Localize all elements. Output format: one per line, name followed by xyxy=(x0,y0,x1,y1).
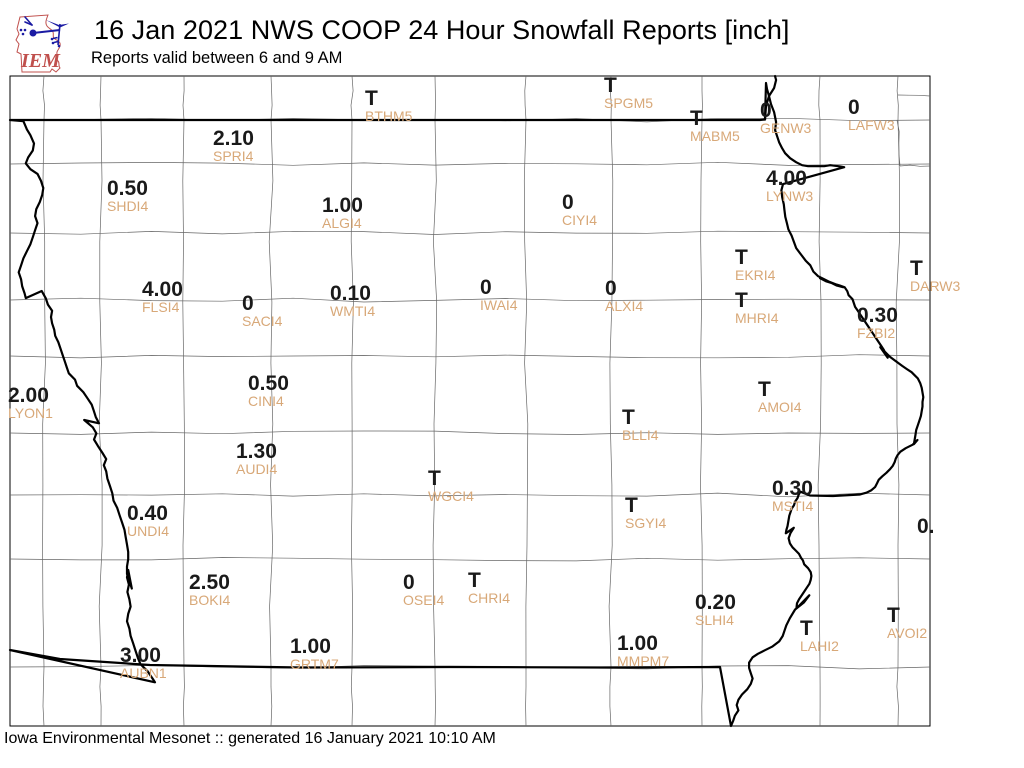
svg-text:2.50: 2.50 xyxy=(189,571,230,594)
svg-text:SLHI4: SLHI4 xyxy=(695,612,734,628)
svg-text:0.10: 0.10 xyxy=(330,282,371,305)
svg-text:0: 0 xyxy=(760,99,772,122)
svg-text:BLLI4: BLLI4 xyxy=(622,427,659,443)
svg-text:T: T xyxy=(468,569,481,592)
svg-text:MHRI4: MHRI4 xyxy=(735,310,779,326)
svg-text:1.30: 1.30 xyxy=(236,440,277,463)
svg-text:FZBI2: FZBI2 xyxy=(857,325,895,341)
svg-text:LAHI2: LAHI2 xyxy=(800,638,839,654)
svg-text:T: T xyxy=(625,494,638,517)
svg-text:ALGI4: ALGI4 xyxy=(322,215,362,231)
svg-text:0.30: 0.30 xyxy=(772,477,813,500)
svg-text:BTHM5: BTHM5 xyxy=(365,108,413,124)
svg-text:SGYI4: SGYI4 xyxy=(625,515,666,531)
svg-text:1.00: 1.00 xyxy=(322,194,363,217)
svg-text:AVOI2: AVOI2 xyxy=(887,625,927,641)
svg-text:0: 0 xyxy=(403,571,415,594)
svg-text:0: 0 xyxy=(480,276,492,299)
svg-text:0.50: 0.50 xyxy=(107,177,148,200)
svg-text:T: T xyxy=(800,617,813,640)
svg-text:T: T xyxy=(604,74,617,97)
svg-text:0.50: 0.50 xyxy=(248,372,289,395)
svg-text:OSEI4: OSEI4 xyxy=(403,592,444,608)
svg-text:0: 0 xyxy=(605,277,617,300)
svg-text:WMTI4: WMTI4 xyxy=(330,303,375,319)
svg-text:DARW3: DARW3 xyxy=(910,278,961,294)
svg-text:ALXI4: ALXI4 xyxy=(605,298,643,314)
svg-text:0.40: 0.40 xyxy=(127,502,168,525)
svg-text:AUDI4: AUDI4 xyxy=(236,461,277,477)
svg-text:EKRI4: EKRI4 xyxy=(735,267,776,283)
svg-text:SPRI4: SPRI4 xyxy=(213,148,254,164)
svg-text:AMOI4: AMOI4 xyxy=(758,399,802,415)
svg-text:CIYI4: CIYI4 xyxy=(562,212,597,228)
svg-text:0.20: 0.20 xyxy=(695,591,736,614)
svg-text:SACI4: SACI4 xyxy=(242,313,283,329)
svg-text:1.00: 1.00 xyxy=(290,635,331,658)
svg-text:T: T xyxy=(735,246,748,269)
svg-text:0.30: 0.30 xyxy=(857,304,898,327)
svg-text:4.00: 4.00 xyxy=(142,278,183,301)
svg-text:GENW3: GENW3 xyxy=(760,120,812,136)
svg-text:MMPM7: MMPM7 xyxy=(617,653,669,669)
svg-text:T: T xyxy=(690,107,703,130)
svg-text:1.00: 1.00 xyxy=(617,632,658,655)
svg-text:GRTM7: GRTM7 xyxy=(290,656,339,672)
svg-text:WGCI4: WGCI4 xyxy=(428,488,474,504)
svg-text:T: T xyxy=(910,257,923,280)
svg-text:LYNW3: LYNW3 xyxy=(766,188,813,204)
svg-text:IWAI4: IWAI4 xyxy=(480,297,518,313)
svg-text:T: T xyxy=(428,467,441,490)
svg-text:2.10: 2.10 xyxy=(213,127,254,150)
svg-text:MSTI4: MSTI4 xyxy=(772,498,813,514)
svg-text:T: T xyxy=(887,604,900,627)
svg-text:2.00: 2.00 xyxy=(8,384,49,407)
svg-text:4.00: 4.00 xyxy=(766,167,807,190)
svg-text:SPGM5: SPGM5 xyxy=(604,95,653,111)
svg-text:LAFW3: LAFW3 xyxy=(848,117,895,133)
svg-text:UNDI4: UNDI4 xyxy=(127,523,169,539)
svg-text:0: 0 xyxy=(562,191,574,214)
svg-text:AUBN1: AUBN1 xyxy=(120,665,167,681)
svg-text:0.: 0. xyxy=(917,515,935,538)
svg-text:SHDI4: SHDI4 xyxy=(107,198,148,214)
svg-text:0: 0 xyxy=(848,96,860,119)
svg-text:CINI4: CINI4 xyxy=(248,393,284,409)
svg-text:T: T xyxy=(758,378,771,401)
svg-text:3.00: 3.00 xyxy=(120,644,161,667)
svg-text:CHRI4: CHRI4 xyxy=(468,590,510,606)
svg-text:MABM5: MABM5 xyxy=(690,128,740,144)
svg-text:T: T xyxy=(735,289,748,312)
svg-text:BOKI4: BOKI4 xyxy=(189,592,230,608)
svg-text:FLSI4: FLSI4 xyxy=(142,299,180,315)
svg-text:LYON1: LYON1 xyxy=(8,405,53,421)
svg-text:0: 0 xyxy=(242,292,254,315)
svg-text:T: T xyxy=(622,406,635,429)
svg-text:T: T xyxy=(365,87,378,110)
